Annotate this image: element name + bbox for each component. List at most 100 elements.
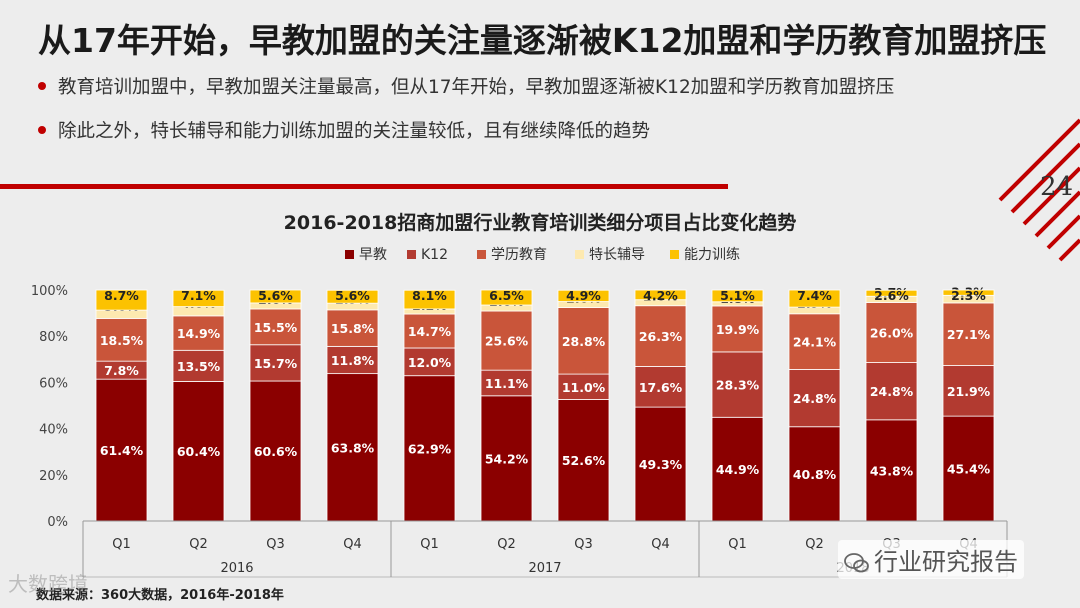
- red-divider: [0, 184, 728, 189]
- legend-label-3: 特长辅导: [589, 247, 645, 263]
- data-label: 11.8%: [331, 353, 375, 368]
- data-label: 4.2%: [643, 288, 678, 303]
- data-label: 49.3%: [639, 457, 683, 472]
- data-label: 61.4%: [100, 443, 144, 458]
- data-label: 13.5%: [177, 359, 221, 374]
- legend-label-4: 能力训练: [684, 247, 740, 263]
- legend-swatch-1: [407, 250, 416, 259]
- bar-segment: [326, 373, 379, 522]
- data-label: 4.9%: [566, 288, 601, 303]
- data-label: 15.5%: [254, 320, 298, 335]
- chart-title: 2016-2018招商加盟行业教育培训类细分项目占比变化趋势: [283, 212, 797, 234]
- bar-segment: [788, 369, 841, 428]
- legend-label-0: 早教: [359, 247, 387, 263]
- bar-segment: [942, 302, 995, 366]
- data-label: 60.4%: [177, 444, 221, 459]
- bar-segment: [403, 289, 456, 310]
- bar-segment: [95, 318, 148, 362]
- bar-segment: [480, 395, 533, 522]
- x-tick-label: Q1: [112, 537, 131, 552]
- data-label: 21.9%: [947, 384, 991, 399]
- data-label: 28.3%: [716, 378, 760, 393]
- data-label: 24.1%: [793, 335, 837, 350]
- data-label: 63.8%: [331, 440, 375, 455]
- year-group-label: 2016: [220, 561, 253, 576]
- bar-segment: [557, 289, 610, 302]
- data-label: 7.8%: [104, 363, 139, 378]
- x-tick-label: Q4: [343, 537, 362, 552]
- x-tick-label: Q3: [574, 537, 593, 552]
- bar-segment: [326, 289, 379, 304]
- bar-segment: [249, 308, 302, 346]
- data-label: 60.6%: [254, 444, 298, 459]
- watermark-left: 大数跨境: [8, 572, 88, 596]
- legend-swatch-0: [345, 250, 354, 259]
- bar-segment: [480, 289, 533, 306]
- data-label: 17.6%: [639, 380, 683, 395]
- data-label: 7.4%: [797, 288, 832, 303]
- data-label: 26.0%: [870, 326, 914, 341]
- source-note: 数据来源：360大数据，2016年-2018年: [36, 588, 284, 603]
- data-label: 43.8%: [870, 463, 914, 478]
- x-tick-label: Q2: [189, 537, 208, 552]
- bar-segment: [788, 313, 841, 370]
- data-label: 62.9%: [408, 441, 452, 456]
- bar-segment: [172, 315, 225, 351]
- data-label: 15.8%: [331, 321, 375, 336]
- bullet-2-text: 除此之外，特长辅导和能力训练加盟的关注量较低，且有继续降低的趋势: [58, 121, 651, 142]
- data-label: 45.4%: [947, 462, 991, 477]
- bar-segment: [557, 307, 610, 375]
- bar-segment: [557, 399, 610, 522]
- bar-segment: [788, 426, 841, 522]
- data-label: 11.0%: [562, 380, 606, 395]
- data-label: 28.8%: [562, 334, 606, 349]
- data-label: 2.6%: [874, 288, 909, 303]
- legend-swatch-3: [575, 250, 584, 259]
- bar-segment: [95, 289, 148, 311]
- x-tick-label: Q4: [651, 537, 670, 552]
- bar-segment: [711, 416, 764, 522]
- bar-segment: [249, 289, 302, 304]
- data-label: 14.7%: [408, 324, 452, 339]
- legend-label-1: K12: [421, 247, 448, 263]
- x-tick-label: Q3: [266, 537, 285, 552]
- bar-segment: [711, 351, 764, 418]
- bar-segment: [172, 381, 225, 522]
- data-label: 52.6%: [562, 453, 606, 468]
- bar-segment: [480, 369, 533, 397]
- bar-segment: [172, 349, 225, 382]
- wechat-icon: [844, 553, 869, 573]
- bar-segment: [942, 289, 995, 296]
- bar-segment: [480, 310, 533, 371]
- bar-segment: [865, 289, 918, 297]
- bar-segment: [249, 344, 302, 382]
- page-title: 从17年开始，早教加盟的关注量逐渐被K12加盟和学历教育加盟挤压: [38, 21, 1047, 60]
- bar-segment: [788, 289, 841, 308]
- x-tick-label: Q2: [497, 537, 516, 552]
- bar-segment: [711, 289, 764, 303]
- x-tick-label: Q2: [805, 537, 824, 552]
- data-label: 15.7%: [254, 356, 298, 371]
- data-label: 54.2%: [485, 451, 529, 466]
- x-tick-label: Q1: [728, 537, 747, 552]
- data-label: 14.9%: [177, 326, 221, 341]
- data-label: 19.9%: [716, 322, 760, 337]
- data-label: 24.8%: [870, 384, 914, 399]
- data-label: 5.1%: [720, 288, 755, 303]
- bar-segment: [326, 309, 379, 347]
- bar-segment: [249, 380, 302, 522]
- watermark-right: 行业研究报告: [838, 540, 1024, 579]
- bar-segment: [942, 415, 995, 522]
- bullet-1-text: 教育培训加盟中，早教加盟关注量最高，但从17年开始，早教加盟逐渐被K12加盟和学…: [58, 77, 895, 98]
- bar-segment: [865, 419, 918, 522]
- bar-segment: [326, 345, 379, 375]
- legend-label-2: 学历教育: [491, 247, 547, 263]
- bar-segment: [634, 366, 687, 408]
- y-tick-label: 20%: [39, 469, 68, 484]
- data-label: 2.3%: [951, 288, 986, 303]
- bar-segment: [634, 406, 687, 522]
- year-group-label: 2017: [528, 561, 561, 576]
- y-tick-label: 0%: [47, 515, 68, 530]
